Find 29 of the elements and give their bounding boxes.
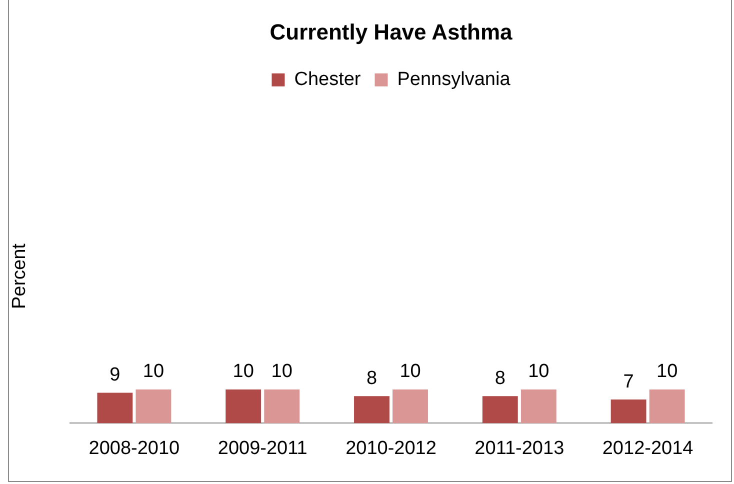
bar bbox=[354, 396, 390, 424]
data-label: 9 bbox=[110, 364, 120, 386]
legend-label: Chester bbox=[294, 69, 362, 90]
bar bbox=[392, 389, 428, 424]
chart-title: Currently Have Asthma bbox=[270, 19, 514, 44]
bar bbox=[136, 389, 172, 424]
x-tick-label: 2012-2014 bbox=[602, 438, 694, 459]
x-tick-label: 2011-2013 bbox=[474, 438, 564, 459]
bar bbox=[649, 389, 685, 424]
bar bbox=[482, 396, 518, 424]
x-tick-label: 2010-2012 bbox=[346, 438, 436, 459]
bar bbox=[226, 389, 262, 424]
x-tick-label: 2008-2010 bbox=[88, 438, 180, 459]
legend-label: Pennsylvania bbox=[397, 69, 511, 90]
x-tick-label: 2009-2011 bbox=[218, 438, 308, 459]
data-label: 10 bbox=[656, 361, 678, 382]
data-label: 10 bbox=[232, 361, 254, 382]
bar bbox=[610, 400, 646, 424]
bar bbox=[264, 389, 300, 424]
bar bbox=[520, 389, 556, 424]
data-label: 8 bbox=[494, 368, 506, 389]
bar bbox=[97, 392, 133, 424]
data-label: 8 bbox=[366, 368, 378, 389]
data-label: 7 bbox=[623, 371, 634, 392]
data-label: 10 bbox=[271, 361, 292, 382]
data-label: 10 bbox=[528, 361, 550, 382]
data-label: 10 bbox=[400, 361, 421, 382]
data-label: 10 bbox=[142, 361, 164, 382]
y-axis-title: Percent bbox=[9, 242, 30, 310]
